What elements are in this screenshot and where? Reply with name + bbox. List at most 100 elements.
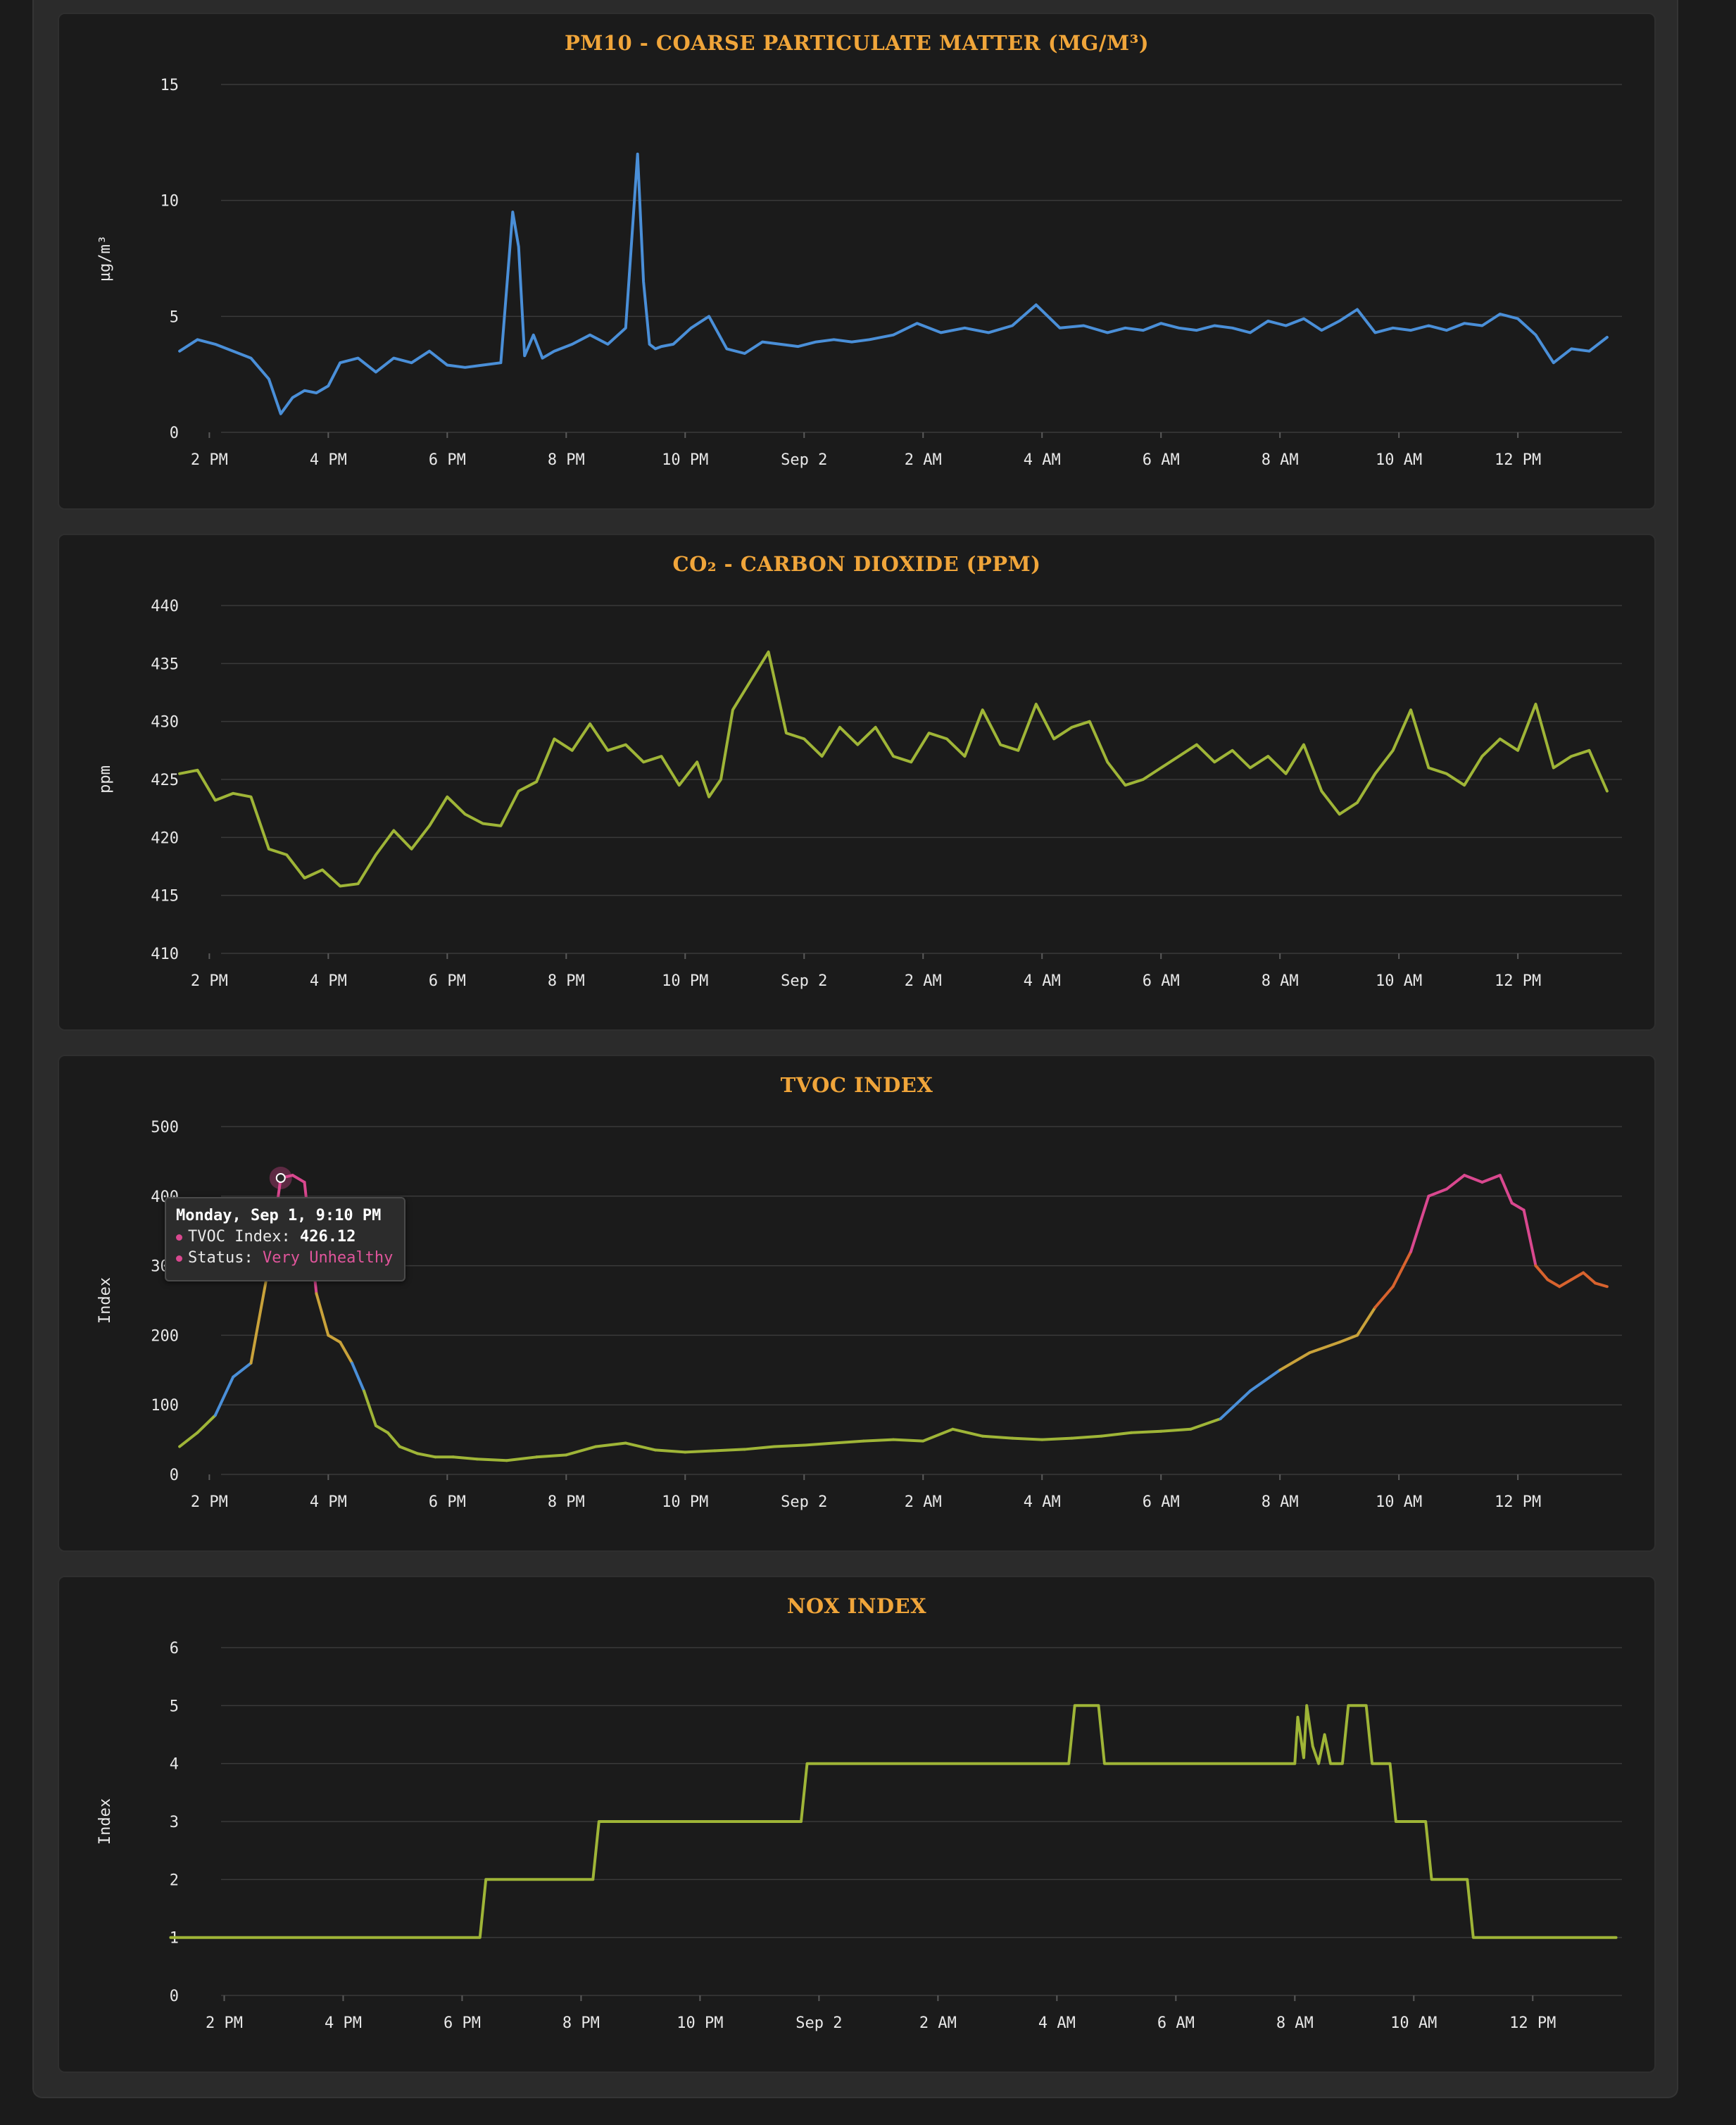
x-tick-label: 4 PM (310, 1493, 347, 1511)
tvoc-line-segment (1409, 1194, 1430, 1253)
co2-chart-title: CO₂ - CARBON DIOXIDE (PPM) (672, 552, 1041, 576)
y-tick-label: 15 (161, 77, 180, 94)
tvoc-line-segment (951, 1427, 984, 1438)
tvoc-line-segment (862, 1438, 895, 1443)
y-tick-label: 10 (161, 193, 180, 211)
tvoc-line-segment (398, 1445, 420, 1455)
x-tick-label: Sep 2 (795, 2014, 842, 2032)
tvoc-line-segment (232, 1361, 253, 1379)
x-tick-label: 10 AM (1376, 972, 1422, 990)
tvoc-line-segment (1129, 1429, 1163, 1434)
tvoc-line-segment (196, 1414, 217, 1434)
y-tick-label: 425 (151, 772, 179, 789)
x-tick-label: 8 AM (1262, 972, 1299, 990)
tooltip-status-value: Very Unhealthy (262, 1249, 394, 1267)
x-tick-label: 8 AM (1262, 1493, 1299, 1511)
x-tick-label: 8 AM (1262, 451, 1299, 469)
x-tick-label: 10 PM (677, 2014, 723, 2032)
tvoc-line-segment (565, 1445, 598, 1457)
y-tick-label: 100 (151, 1397, 179, 1415)
x-tick-label: 4 PM (310, 972, 347, 990)
tvoc-line-segment (363, 1389, 377, 1427)
pm10-chart-card: PM10 - COARSE PARTICULATE MATTER (MG/M³)… (58, 13, 1656, 510)
x-tick-label: 6 AM (1143, 972, 1180, 990)
x-tick-label: 2 PM (191, 972, 228, 990)
y-axis-title: ppm (96, 765, 114, 794)
tvoc-line-segment (249, 1264, 270, 1365)
tvoc-line-segment (475, 1458, 508, 1462)
tvoc-line-segment (624, 1441, 658, 1452)
x-tick-label: 4 AM (1024, 972, 1061, 990)
x-tick-label: Sep 2 (781, 1493, 827, 1511)
x-tick-label: 8 PM (548, 1493, 585, 1511)
tvoc-line-segment (1570, 1271, 1585, 1281)
tvoc-line-segment (374, 1424, 389, 1434)
tvoc-line-segment (451, 1455, 479, 1461)
y-tick-label: 5 (170, 1698, 179, 1715)
y-tick-label: 0 (170, 1988, 179, 2005)
x-tick-label: 10 PM (662, 451, 708, 469)
tvoc-line-segment (315, 1292, 330, 1337)
tvoc-line-segment (1189, 1417, 1222, 1431)
x-tick-label: 8 PM (562, 2014, 600, 2032)
tvoc-line-segment (1480, 1174, 1502, 1184)
tvoc-line-segment (1338, 1334, 1359, 1344)
tvoc-line-segment (1159, 1427, 1193, 1433)
y-tick-label: 440 (151, 598, 179, 615)
x-tick-label: 12 PM (1495, 1493, 1541, 1511)
tvoc-line-segment (1427, 1187, 1448, 1198)
y-tick-label: 410 (151, 946, 179, 963)
x-tick-label: Sep 2 (781, 972, 827, 990)
x-tick-label: 4 AM (1024, 1493, 1061, 1511)
co2-chart[interactable]: 410 415 420 425 430 435 440 ppm 2 PM 4 PM 6 PM 8 PM… (59, 535, 1654, 1029)
tvoc-line-segment (1582, 1271, 1597, 1285)
tvoc-line-segment (684, 1449, 717, 1454)
tvoc-line-segment (1040, 1436, 1074, 1441)
x-tick-label: 8 PM (548, 972, 585, 990)
nox-chart-title: NOX INDEX (786, 1594, 927, 1618)
tooltip-index-row: TVOC Index: 426.12 (176, 1227, 394, 1248)
x-tick-label: 10 AM (1376, 1493, 1422, 1511)
tvoc-line-segment (981, 1434, 1014, 1440)
y-tick-label: 6 (170, 1640, 179, 1657)
x-tick-label: 2 PM (191, 1493, 228, 1511)
tvoc-line-segment (1522, 1208, 1537, 1267)
y-tick-label: 435 (151, 656, 179, 673)
x-tick-label: 4 PM (310, 451, 347, 469)
tvoc-line-segment (291, 1174, 306, 1184)
x-tick-label: 6 PM (429, 1493, 466, 1511)
tvoc-line-segment (1219, 1389, 1252, 1420)
y-tick-label: 3 (170, 1814, 179, 1831)
x-tick-label: 2 AM (919, 2014, 957, 2032)
tvoc-line-segment (351, 1361, 366, 1393)
y-tick-label: 415 (151, 888, 179, 905)
tvoc-line-segment (1391, 1250, 1413, 1289)
tvoc-line-segment (416, 1452, 437, 1459)
tvoc-line-segment (505, 1455, 539, 1462)
y-tick-label: 200 (151, 1327, 179, 1345)
y-tick-label: 4 (170, 1756, 179, 1774)
y-axis-title: Index (96, 1277, 114, 1324)
hover-marker-point[interactable] (275, 1172, 286, 1183)
tvoc-chart-card: TVOC INDEX 0100200300400500Index2 PM4 PM… (58, 1055, 1656, 1552)
tvoc-line-segment (1100, 1431, 1133, 1438)
pm10-chart-title: PM10 - COARSE PARTICULATE MATTER (MG/M³) (564, 31, 1150, 55)
tvoc-chart[interactable]: 0100200300400500Index2 PM4 PM6 PM8 PM10 … (59, 1056, 1654, 1550)
tvoc-line-segment (1445, 1174, 1466, 1191)
tvoc-line-segment (654, 1448, 687, 1454)
tooltip-index-label: TVOC Index: (188, 1228, 291, 1246)
y-tick-label: 2 (170, 1872, 179, 1889)
tooltip-status-label: Status: (188, 1249, 253, 1267)
co2-series-line (178, 650, 1609, 888)
x-tick-label: 2 PM (191, 451, 228, 469)
tooltip-index-value: 426.12 (299, 1228, 356, 1246)
x-tick-label: 10 PM (662, 972, 708, 990)
tvoc-line-segment (386, 1431, 401, 1448)
x-tick-label: 10 AM (1376, 451, 1422, 469)
pm10-chart[interactable]: 0 5 10 15 µg/m³ 2 PM 4 PM 6 PM 8 PM 10 PM Sep 2 2 A… (59, 14, 1654, 508)
x-tick-label: 12 PM (1509, 2014, 1556, 2032)
tvoc-line-segment (773, 1443, 806, 1448)
y-tick-label: 5 (170, 308, 179, 326)
pm10-series-line (178, 152, 1609, 415)
